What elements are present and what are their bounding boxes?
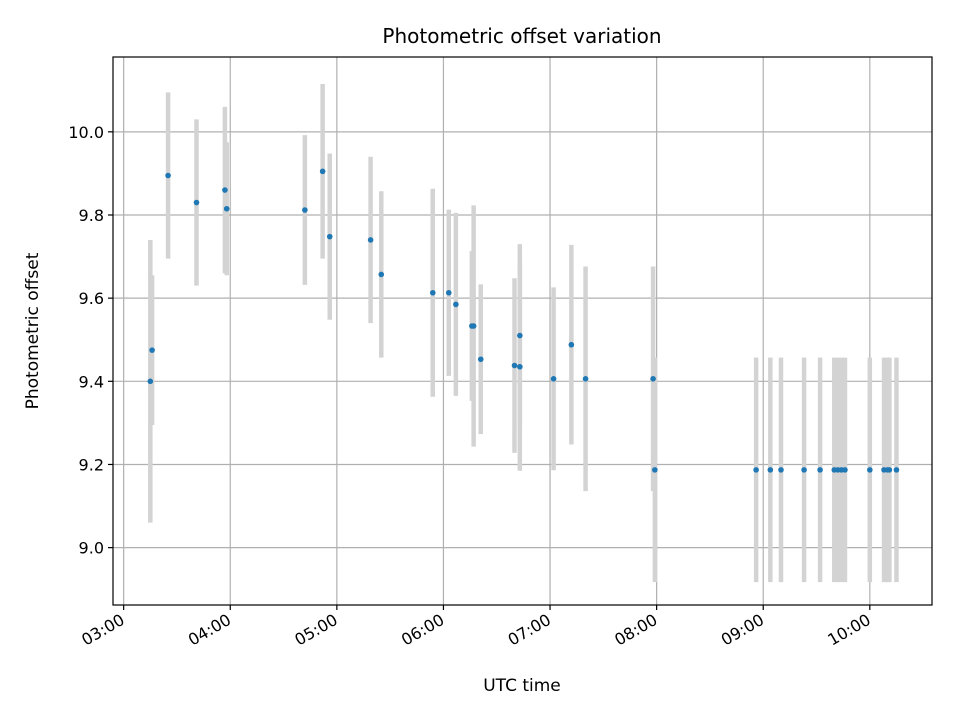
plot-frame [112, 56, 933, 606]
y-tick-label: 9.4 [79, 372, 104, 391]
data-point [223, 205, 230, 212]
data-point [378, 271, 385, 278]
data-point [801, 467, 807, 473]
data-point [147, 378, 154, 385]
y-axis-label: Photometric offset [23, 252, 43, 409]
data-point [582, 376, 589, 382]
data-point [511, 362, 518, 369]
chart-title: Photometric offset variation [382, 24, 661, 48]
y-tick-label: 9.6 [79, 289, 104, 308]
y-tick-label: 9.0 [79, 539, 104, 558]
data-point [817, 467, 823, 473]
data-point [470, 323, 477, 329]
data-point [149, 347, 155, 353]
data-point [652, 467, 658, 473]
data-point [193, 199, 200, 206]
grid-layer [113, 57, 932, 605]
data-point [453, 301, 459, 308]
data-point [568, 341, 575, 348]
data-point [429, 289, 436, 296]
data-point [477, 356, 484, 363]
data-point [778, 467, 784, 473]
data-point [550, 376, 557, 382]
data-point [445, 289, 452, 296]
data-point [165, 172, 171, 179]
data-point [517, 332, 523, 339]
data-point [767, 467, 774, 473]
data-point [319, 168, 326, 175]
y-tick-label: 10.0 [68, 123, 104, 142]
data-point [302, 207, 308, 213]
data-point [753, 467, 759, 473]
data-point [326, 233, 333, 240]
data-point [367, 237, 374, 243]
data-point [886, 467, 893, 473]
data-point [517, 363, 523, 370]
data-point [650, 376, 656, 382]
point-layer [147, 168, 900, 473]
x-axis-label: UTC time [483, 676, 561, 696]
y-tick-label: 9.8 [79, 206, 104, 225]
data-point [842, 467, 848, 473]
data-point [222, 187, 228, 193]
y-tick-label: 9.2 [79, 455, 104, 474]
data-point [893, 467, 900, 473]
data-point [867, 467, 873, 473]
